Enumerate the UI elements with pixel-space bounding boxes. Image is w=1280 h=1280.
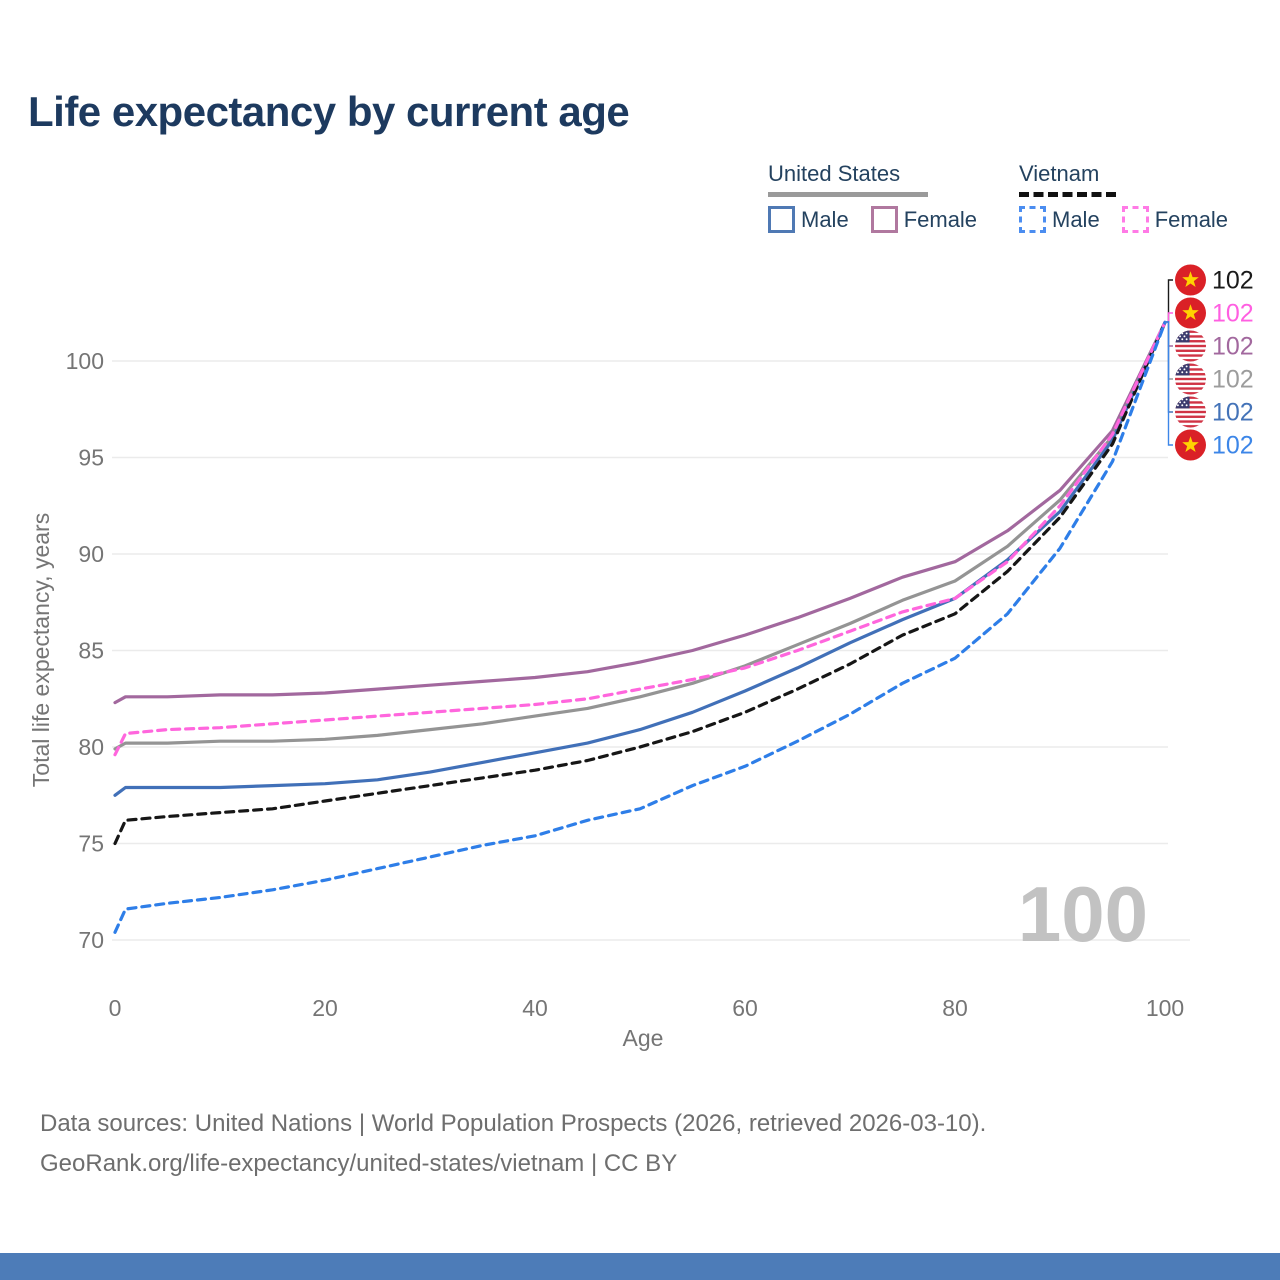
vn-male-swatch-icon: [1019, 206, 1046, 233]
end-value-label-vn-both: 102: [1212, 267, 1254, 295]
series-line-vn-male: [113, 320, 1167, 934]
legend-item-us-female[interactable]: Female: [870, 206, 978, 233]
attribution-link-text[interactable]: GeoRank.org/life-expectancy/united-state…: [40, 1150, 678, 1177]
x-tick-label-100: 100: [1146, 995, 1184, 1021]
us-female-swatch-icon: [870, 206, 898, 233]
legend-item-us-male[interactable]: Male: [768, 206, 849, 233]
legend-group-united-states: United States Male Female: [768, 163, 977, 233]
legend-header-united-states: United States: [768, 161, 901, 186]
x-tick-label-20: 20: [312, 995, 338, 1021]
page-title: Life expectancy by current age: [28, 88, 630, 135]
end-label-leader-vn-female: [1165, 312, 1173, 323]
end-value-label-vn-male: 102: [1212, 432, 1254, 460]
x-axis-title: Age: [623, 1025, 664, 1051]
flag-icon-united-states: [1175, 331, 1206, 362]
legend-header-vietnam: Vietnam: [1019, 161, 1100, 186]
y-tick-label-80: 80: [78, 734, 104, 760]
flag-icon-united-states: [1175, 397, 1206, 428]
y-tick-label-100: 100: [66, 348, 104, 374]
legend-item-vn-female[interactable]: Female: [1121, 206, 1229, 233]
end-label-leader-vn-male: [1165, 321, 1173, 446]
x-tick-label-40: 40: [522, 995, 548, 1021]
end-value-label-vn-female: 102: [1212, 300, 1254, 328]
y-tick-label-70: 70: [78, 927, 104, 953]
legend-item-label: Female: [903, 206, 978, 232]
legend-item-vn-male[interactable]: Male: [1019, 206, 1100, 233]
flag-icon-vietnam: [1175, 264, 1206, 296]
y-tick-label-95: 95: [78, 445, 104, 471]
end-value-label-us-male: 102: [1212, 399, 1254, 427]
age-watermark: 100: [1018, 870, 1148, 958]
x-tick-label-0: 0: [109, 995, 122, 1021]
flag-icon-united-states: [1175, 364, 1206, 395]
us-male-swatch-icon: [768, 206, 795, 233]
legend-item-label: Female: [1154, 206, 1229, 232]
legend-underline-united-states: [768, 192, 928, 197]
flag-icon-vietnam: [1175, 429, 1206, 461]
series-line-vn-female: [113, 320, 1167, 757]
bottom-bar: [0, 1253, 1280, 1280]
end-value-label-us-both: 102: [1212, 366, 1254, 394]
y-tick-label-90: 90: [78, 541, 104, 567]
flag-icon-vietnam: [1175, 297, 1206, 329]
series-line-vn-both: [113, 320, 1167, 846]
x-tick-label-60: 60: [732, 995, 758, 1021]
x-tick-label-80: 80: [942, 995, 968, 1021]
end-value-label-us-female: 102: [1212, 333, 1254, 361]
legend-item-label: Male: [801, 206, 849, 232]
legend-item-label: Male: [1052, 206, 1100, 232]
legend-underline-vietnam: [1019, 192, 1116, 197]
y-tick-label-85: 85: [78, 638, 104, 664]
data-sources-text: Data sources: United Nations | World Pop…: [40, 1110, 987, 1137]
vn-female-swatch-icon: [1121, 206, 1149, 233]
series-line-us-female: [113, 320, 1167, 705]
y-tick-label-75: 75: [78, 831, 104, 857]
y-axis-title: Total life expectancy, years: [28, 513, 54, 787]
legend-group-vietnam: Vietnam Male Female: [1019, 163, 1228, 233]
series-line-us-both: [113, 320, 1167, 751]
